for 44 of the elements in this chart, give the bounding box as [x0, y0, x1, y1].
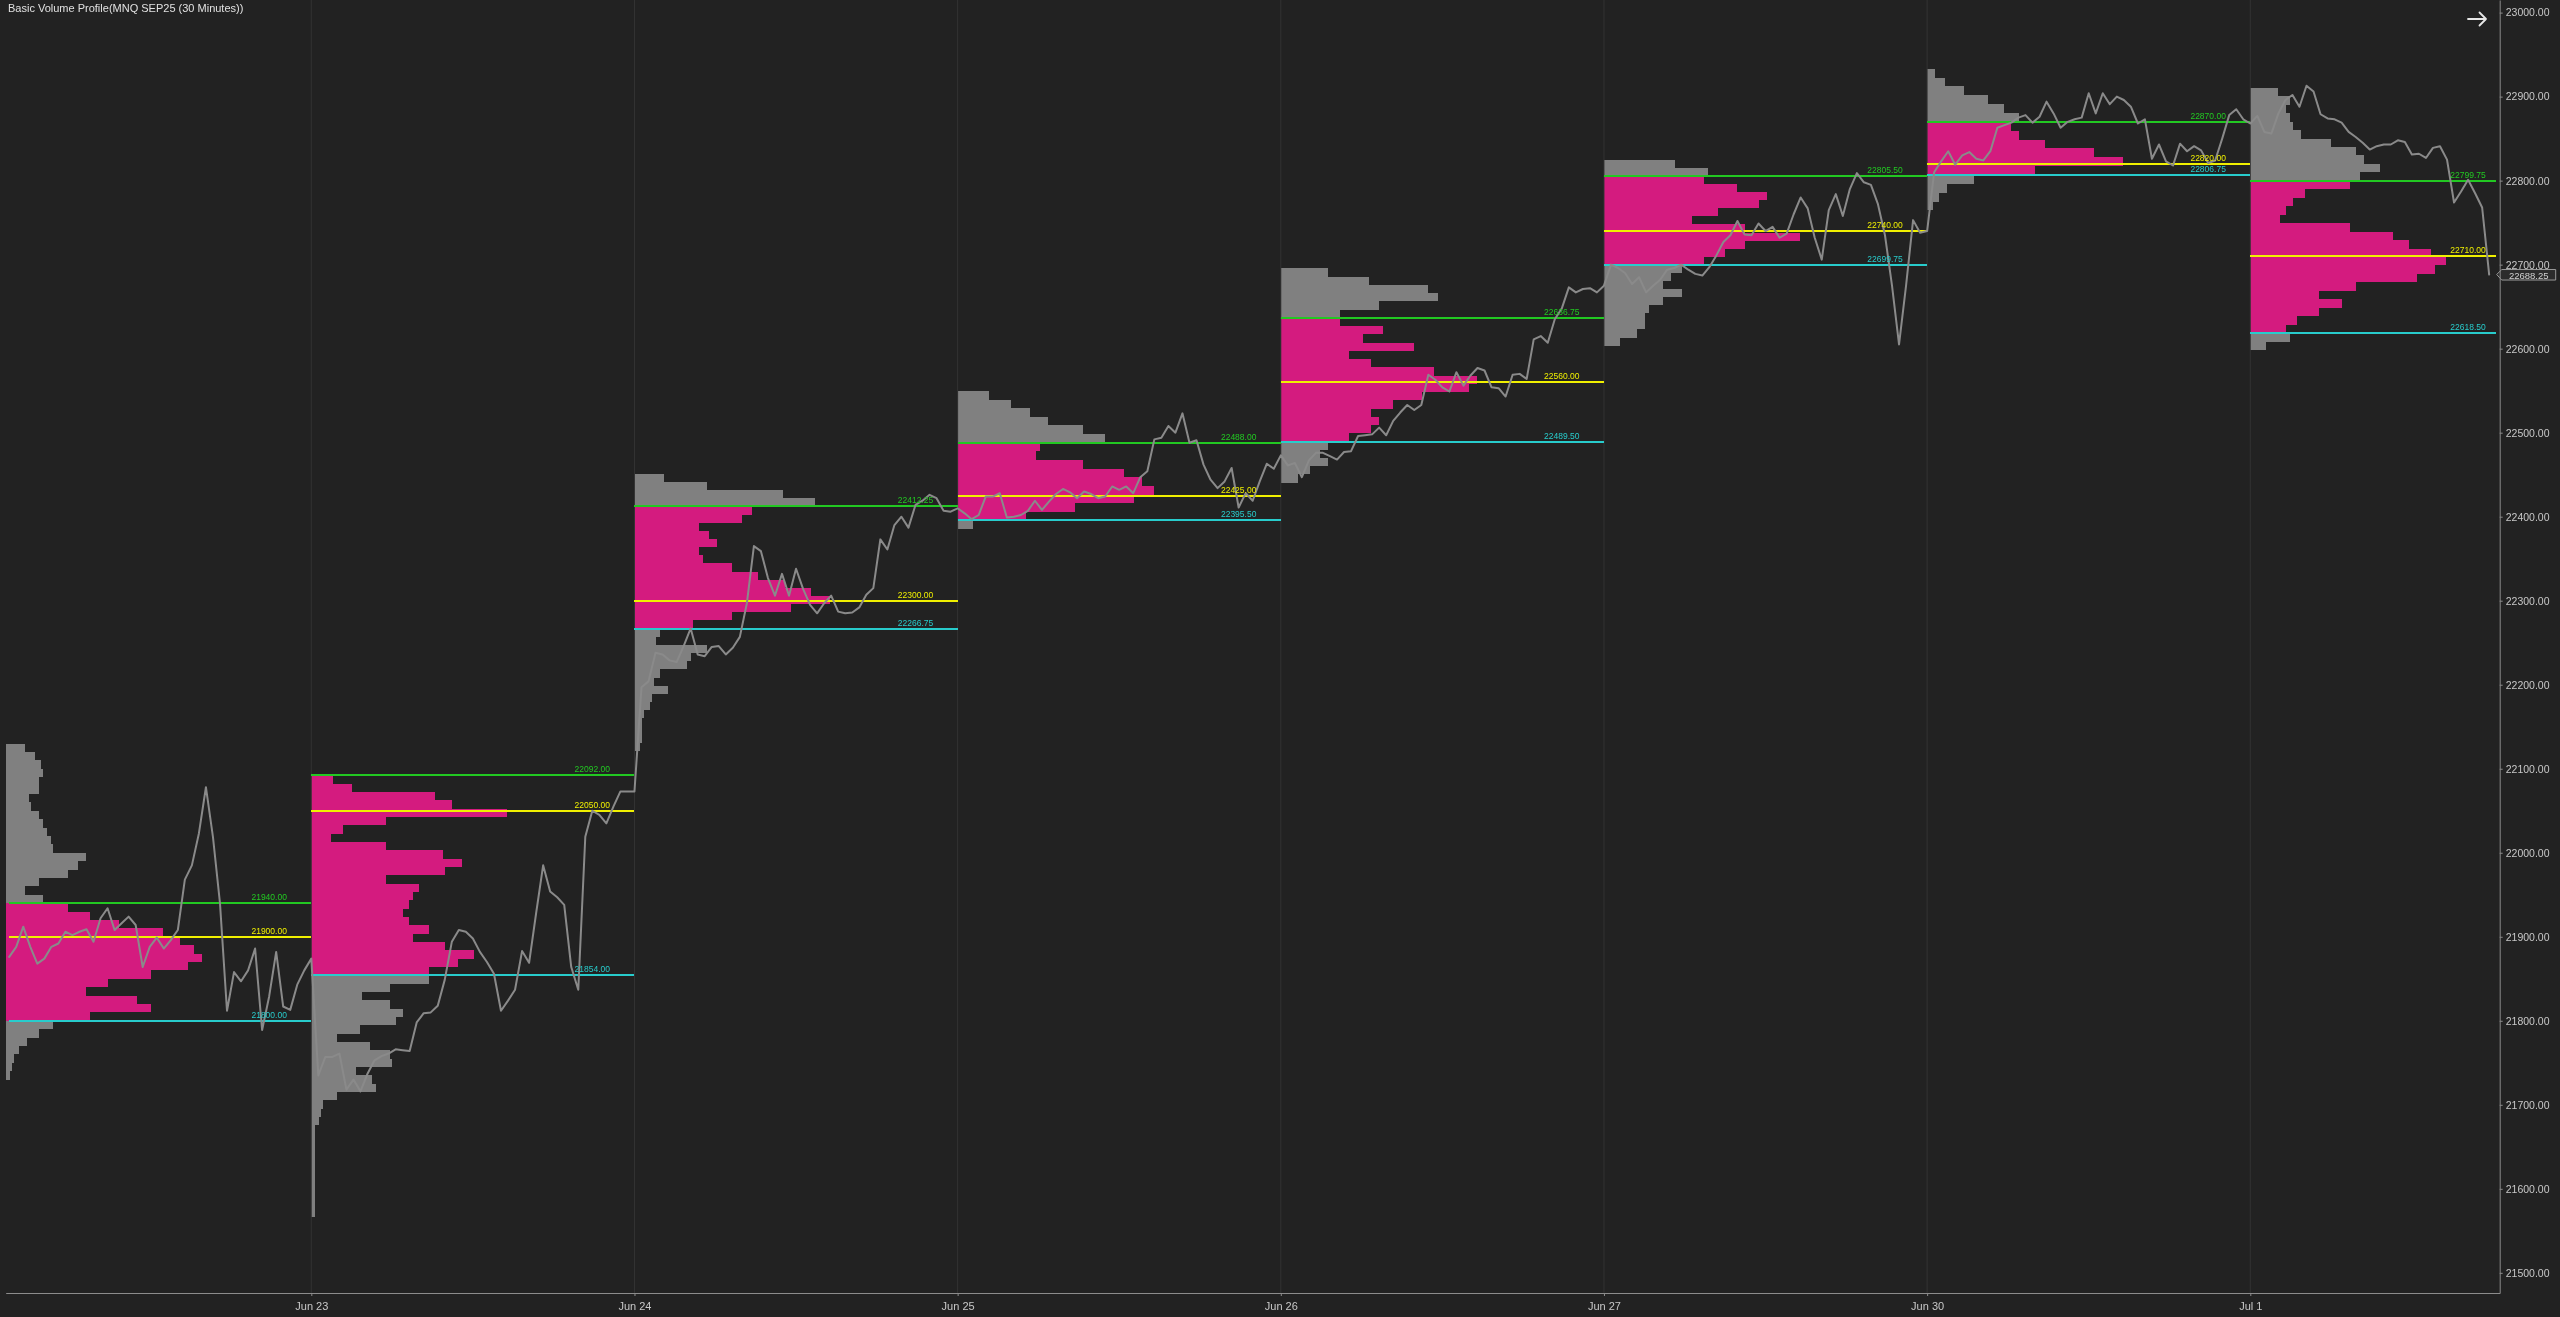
- data-label: 22820.00: [2190, 152, 2227, 163]
- text: 22688.25: [2508, 269, 2549, 281]
- x-tick-label: Jun 23: [295, 1299, 329, 1312]
- data-label: 22425.00: [1220, 484, 1257, 495]
- data-label: 22805.50: [1867, 165, 1903, 176]
- x-tick-label: Jun 27: [1587, 1299, 1621, 1312]
- y-tick-label: 22100.00: [2505, 762, 2550, 775]
- y-tick-label: 21700.00: [2505, 1098, 2550, 1111]
- data-label: 22488.00: [1220, 431, 1257, 442]
- y-tick-label: 21900.00: [2505, 930, 2550, 943]
- y-tick-label: 22500.00: [2505, 426, 2550, 439]
- data-label: 21900.00: [251, 925, 288, 936]
- data-label: 22050.00: [574, 799, 611, 810]
- y-tick-label: 23000.00: [2505, 6, 2550, 19]
- y-tick-label: 22600.00: [2505, 342, 2550, 355]
- y-tick-label: 22000.00: [2505, 846, 2550, 859]
- data-label: 21940.00: [251, 892, 288, 903]
- data-label: 22266.75: [897, 617, 934, 628]
- y-tick-label: 22300.00: [2505, 594, 2550, 607]
- x-tick-label: Jun 24: [618, 1299, 652, 1312]
- data-label: 22710.00: [2450, 245, 2487, 256]
- chart-title: Basic Volume Profile(MNQ SEP25 (30 Minutes)): [8, 2, 244, 14]
- x-tick-label: Jun 30: [1911, 1299, 1945, 1312]
- y-tick-label: 22400.00: [2505, 510, 2550, 523]
- x-tick-label: Jun 26: [1264, 1299, 1298, 1312]
- data-label: 22300.00: [897, 589, 934, 600]
- y-tick-label: 22700.00: [2505, 258, 2550, 271]
- data-label: 22740.00: [1867, 220, 1903, 231]
- data-label: 22092.00: [574, 764, 611, 775]
- data-label: 22395.50: [1220, 509, 1257, 520]
- y-tick-label: 21800.00: [2505, 1014, 2550, 1027]
- y-tick-label: 22200.00: [2505, 678, 2550, 691]
- data-label: 22618.50: [2450, 322, 2487, 333]
- y-tick-label: 21500.00: [2505, 1266, 2550, 1279]
- y-tick-label: 21600.00: [2505, 1182, 2550, 1195]
- data-label: 22489.50: [1544, 430, 1580, 441]
- y-tick-label: 22900.00: [2505, 90, 2550, 103]
- data-label: 22870.00: [2190, 110, 2227, 121]
- x-tick-label: Jun 25: [941, 1299, 975, 1312]
- data-label: 22806.75: [2190, 163, 2227, 174]
- data-label: 22799.75: [2450, 169, 2487, 180]
- y-tick-label: 22800.00: [2505, 174, 2550, 187]
- data-label: 22560.00: [1544, 371, 1580, 382]
- x-tick-label: Jul 1: [2239, 1299, 2263, 1312]
